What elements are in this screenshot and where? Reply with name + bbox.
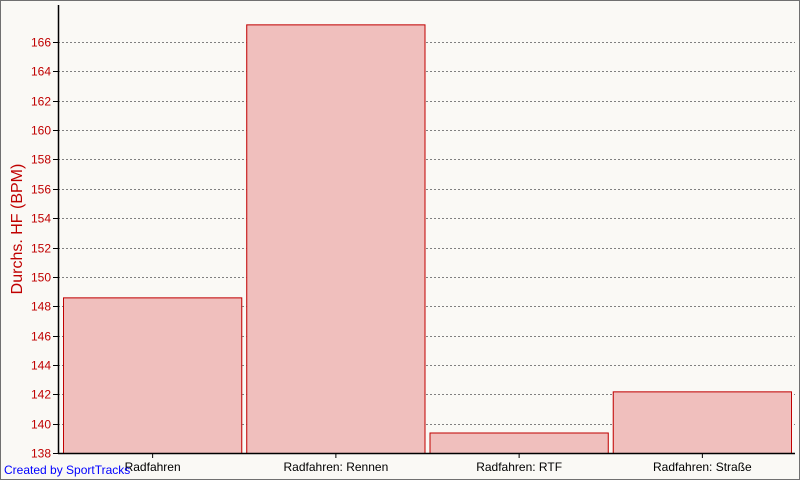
y-tick-label: 166	[31, 36, 51, 50]
y-tick-label: 150	[31, 271, 51, 285]
y-tick-label: 160	[31, 124, 51, 138]
y-tick-label: 146	[31, 330, 51, 344]
y-tick-label: 140	[31, 418, 51, 432]
y-tick-label: 156	[31, 183, 51, 197]
x-tick-label: Radfahren	[125, 460, 181, 474]
credit-text: Created by SportTracks	[4, 463, 131, 477]
bar-edge	[63, 297, 243, 453]
x-tick-label: Radfahren: RTF	[476, 460, 562, 474]
y-axis-label: Durchs. HF (BPM)	[9, 164, 26, 295]
bar-edge	[612, 391, 792, 453]
y-tick-label: 138	[31, 447, 51, 461]
bar-edge	[246, 24, 426, 453]
bar	[246, 24, 426, 454]
bar	[429, 432, 609, 453]
y-tick-label: 158	[31, 153, 51, 167]
y-tick-label: 144	[31, 359, 51, 373]
y-tick-label: 162	[31, 95, 51, 109]
bar-edge	[429, 432, 609, 453]
y-tick-label: 142	[31, 388, 51, 402]
y-tick-label: 164	[31, 65, 51, 79]
y-tick-label: 154	[31, 212, 51, 226]
y-tick-label: 148	[31, 300, 51, 314]
bar	[612, 391, 792, 453]
x-tick-label: Radfahren: Straße	[653, 460, 752, 474]
x-tick-label: Radfahren: Rennen	[284, 460, 389, 474]
bar	[63, 297, 243, 453]
y-tick-label: 152	[31, 242, 51, 256]
